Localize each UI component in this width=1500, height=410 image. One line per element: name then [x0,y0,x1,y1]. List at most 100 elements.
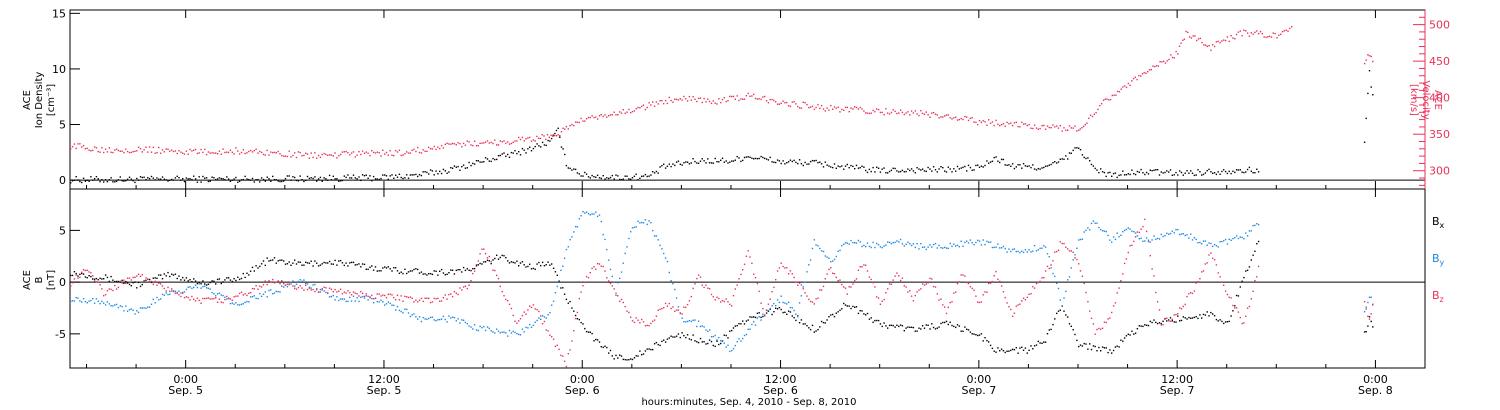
data-point [400,310,402,313]
data-point [1086,122,1088,124]
data-point [1197,281,1199,283]
data-point [123,310,125,312]
data-point [226,151,228,153]
data-point [1166,317,1168,319]
data-point [890,283,893,285]
data-point [484,329,487,332]
data-point [562,355,564,357]
data-point [789,311,792,313]
data-point [843,286,845,288]
data-point [453,273,456,275]
data-point [890,111,893,114]
data-point [426,150,428,153]
data-point [283,180,285,182]
data-point [778,160,781,162]
data-point [1164,171,1166,174]
data-point [907,241,909,243]
data-point [1013,248,1016,250]
data-point [756,158,759,160]
data-point [1162,235,1164,238]
data-point [1210,311,1212,314]
data-point [106,151,109,153]
data-point [587,331,590,333]
data-point [894,326,896,328]
data-point [389,293,391,295]
data-point [934,113,937,115]
data-point [161,176,164,178]
data-point [1112,349,1115,352]
data-point [294,287,296,290]
data-point [235,176,237,179]
data-point [292,262,294,264]
data-point [402,272,404,275]
data-point [255,285,257,287]
data-point [944,170,946,172]
data-point [259,181,261,183]
data-point [415,150,417,153]
data-point [1223,284,1225,286]
data-point [411,270,413,272]
data-point [683,334,685,337]
panel-2-ylabel-left-line-3: [nT] [46,270,57,290]
data-point [1070,127,1072,129]
data-point [604,238,606,241]
data-point [1125,258,1128,260]
data-point [211,298,213,300]
data-point [967,329,970,331]
data-point [688,320,691,322]
data-point [270,180,272,182]
data-point [200,148,202,151]
data-point [1180,171,1183,174]
data-point [216,178,219,180]
data-point [633,110,636,112]
data-point [540,264,542,267]
data-point [563,360,566,362]
data-point [97,281,99,283]
data-point [890,324,893,326]
data-point [745,156,748,158]
data-point [666,338,669,340]
data-point [1226,293,1229,296]
data-point [784,163,786,165]
data-point [193,149,195,151]
data-point [395,309,397,311]
data-point [185,177,188,179]
data-point [461,319,463,321]
data-point [648,175,650,177]
data-point [1237,295,1240,297]
data-point [444,274,446,276]
data-point [312,284,314,286]
data-point [830,267,832,269]
data-point [824,322,826,324]
data-point [1173,232,1175,234]
data-point [516,152,518,155]
data-point [477,145,479,147]
data-point [235,302,237,304]
data-point [571,340,573,342]
data-point [740,98,742,100]
panel-1-ylabel-left: ACE Ion Density [cm⁻³] [22,72,57,129]
data-point [1235,294,1238,297]
data-point [354,300,356,302]
data-point [837,106,839,108]
data-point [1147,173,1150,175]
data-point [932,243,935,246]
data-point [71,180,74,182]
data-point [925,283,927,285]
data-point [187,286,189,288]
data-point [1033,124,1036,126]
data-point [1070,325,1072,327]
data-point [1168,233,1170,235]
data-point [196,286,199,289]
data-point [92,149,94,152]
data-point [1076,339,1078,342]
data-point [929,277,931,280]
data-point [872,166,874,169]
data-point [778,301,781,304]
data-point [547,261,549,263]
data-point [1267,36,1269,38]
data-point [868,318,871,320]
data-point [165,275,167,277]
data-point [435,320,437,322]
data-point [527,327,529,329]
